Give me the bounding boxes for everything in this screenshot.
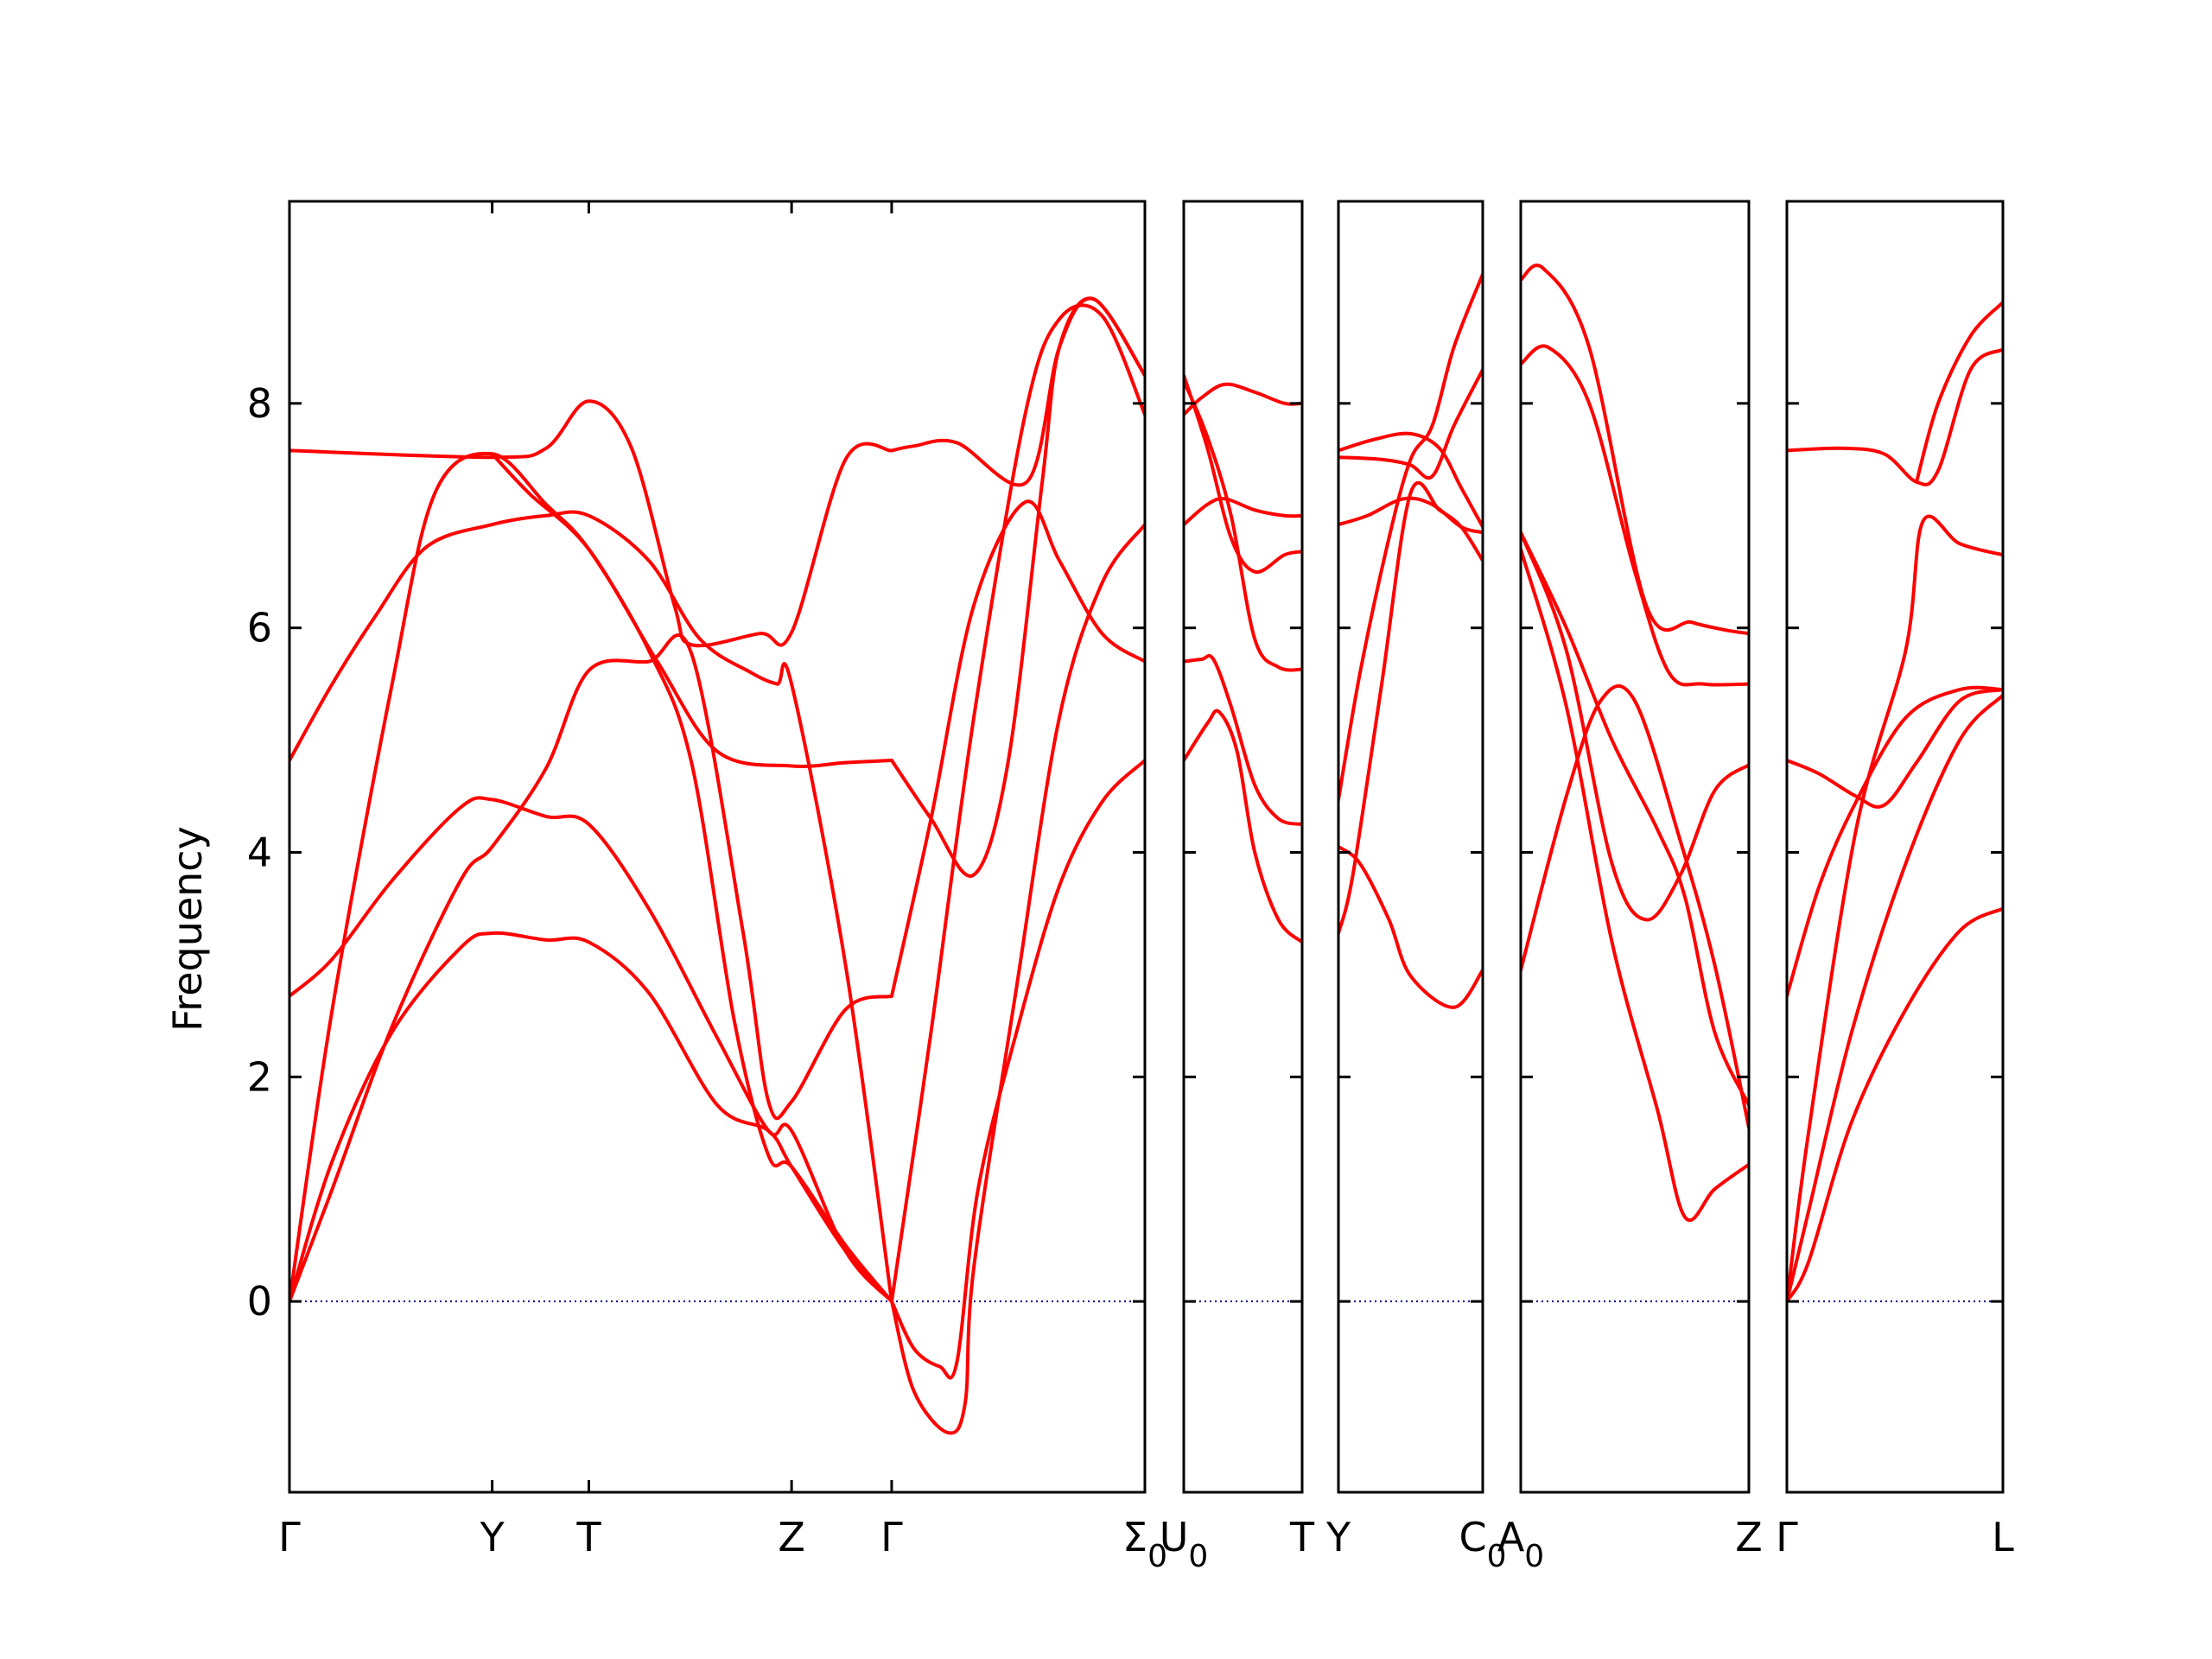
y-axis-label: Frequency [164, 826, 211, 1032]
x-tick-label: Γ [880, 1514, 903, 1560]
band-line-5 [1521, 344, 1749, 687]
band-line-1 [1184, 709, 1302, 944]
panel-1 [288, 200, 1147, 1494]
panel-2 [1182, 200, 1304, 1494]
band-line-2 [1184, 653, 1302, 826]
y-tick-label: 8 [247, 380, 272, 427]
band-line-4 [1521, 531, 1749, 1107]
y-tick-label: 0 [247, 1278, 272, 1325]
panel-frame [1519, 200, 1751, 1494]
panel-frame [1785, 200, 2005, 1494]
band-line-6 [1338, 431, 1483, 529]
band-line-5 [1787, 688, 2003, 809]
x-tick-label: L [1992, 1514, 2014, 1560]
band-line-3 [1521, 547, 1749, 1222]
x-tick-label: Γ [1776, 1514, 1798, 1560]
band-line-5 [1184, 373, 1302, 574]
band-line-10 [890, 303, 1145, 1304]
band-lines [1521, 264, 1749, 1222]
band-line-3 [1338, 272, 1483, 802]
x-tick-label: T [1289, 1514, 1315, 1560]
band-line-7 [490, 452, 893, 768]
band-line-11 [890, 499, 1145, 998]
band-lines [1338, 272, 1483, 1009]
x-tick-label: Y [1325, 1514, 1351, 1560]
band-line-8 [890, 759, 1145, 1380]
band-lines [1787, 300, 2003, 1304]
band-line-3 [1184, 497, 1302, 527]
band-line-4 [1184, 382, 1302, 416]
y-axis: 0 2 4 6 8 [247, 380, 272, 1325]
band-line-4 [1338, 496, 1483, 535]
y-tick-label: 2 [247, 1053, 272, 1100]
band-line-3 [1787, 514, 2003, 1304]
y-tick-label: 6 [247, 605, 272, 652]
y-tick-label: 4 [247, 829, 272, 875]
panel-frame [1337, 200, 1484, 1494]
panel-5 [1785, 200, 2005, 1494]
band-line-6 [1521, 264, 1749, 636]
panel-3 [1337, 200, 1484, 1494]
band-line-6 [289, 399, 893, 648]
panel-frame [288, 200, 1147, 1494]
band-line-5 [289, 510, 893, 1304]
band-line-9 [890, 523, 1145, 1435]
band-panels [288, 200, 2005, 1494]
band-line-2 [1338, 845, 1483, 1009]
band-line-13 [890, 296, 1145, 487]
band-lines [289, 296, 1145, 1435]
band-lines [1184, 373, 1302, 944]
band-line-1 [1787, 906, 2003, 1304]
band-line-2 [289, 633, 893, 1304]
band-line-5 [1338, 367, 1483, 480]
panel-frame [1182, 200, 1304, 1494]
band-line-4 [289, 796, 893, 1304]
x-tick-label: Z [1735, 1514, 1763, 1560]
x-tick-label: Γ [278, 1514, 301, 1560]
panel-4 [1519, 200, 1751, 1494]
band-line-6 [1184, 378, 1302, 672]
x-tick-label: Y [480, 1514, 505, 1560]
band-line-3 [289, 931, 893, 1304]
x-tick-label: T [575, 1514, 601, 1560]
band-line-2 [1521, 531, 1749, 922]
x-tick-label: Z [778, 1514, 805, 1560]
band-line-1 [1521, 683, 1749, 1129]
band-line-7 [1915, 300, 2003, 484]
band-line-4 [1787, 685, 2003, 998]
band-line-6 [1787, 347, 2003, 486]
band-line-2 [1787, 693, 2003, 1304]
